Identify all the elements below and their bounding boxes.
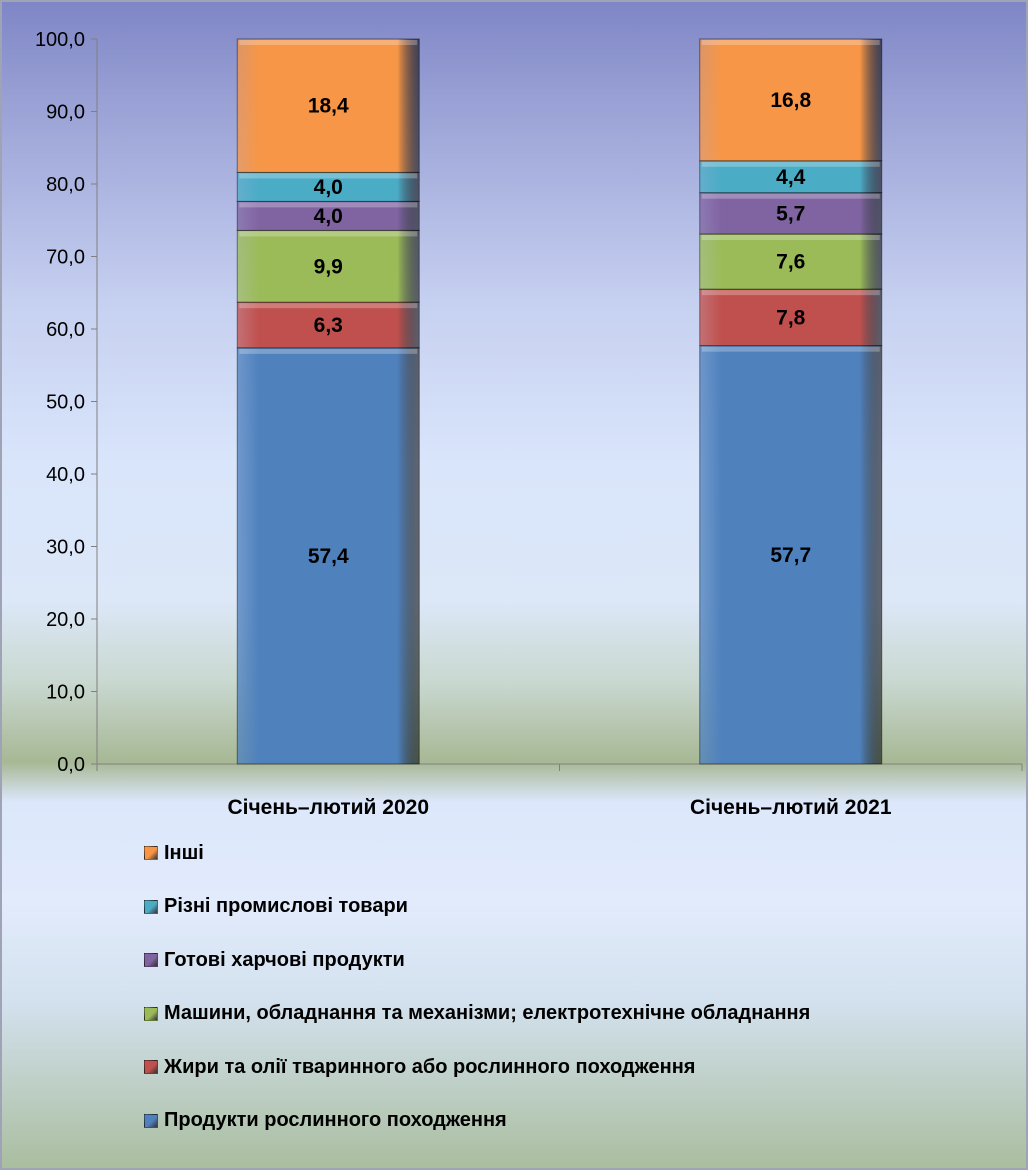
bar-segment-highlight bbox=[701, 290, 880, 296]
data-label: 6,3 bbox=[314, 314, 343, 337]
legend-label: Інші bbox=[164, 841, 204, 864]
data-label: 57,7 bbox=[770, 544, 811, 567]
bar-segment bbox=[699, 233, 883, 290]
legend-label: Різні промислові товари bbox=[164, 895, 408, 917]
legend-swatch bbox=[144, 953, 158, 967]
bar-segment-highlight bbox=[701, 235, 880, 241]
y-tick-label: 30,0 bbox=[46, 537, 85, 559]
legend-label: Машини, обладнання та механізми; електро… bbox=[164, 1002, 811, 1024]
legend-swatch bbox=[144, 1113, 158, 1128]
stacked-bar-chart: 0,0 10,0 20,0 30,0 40,0 50,0 60,0 70,0 80,0 90,0 1… bbox=[35, 29, 1023, 819]
bar-segment bbox=[236, 200, 420, 231]
bar-segment-highlight bbox=[701, 193, 880, 199]
bar-segment-highlight bbox=[239, 202, 418, 208]
bar-segment-highlight bbox=[239, 40, 418, 45]
bar-segment bbox=[236, 229, 420, 303]
legend-swatch bbox=[144, 899, 158, 914]
bar-segment-highlight bbox=[701, 40, 880, 45]
bar-segment bbox=[699, 345, 883, 765]
bar-segment bbox=[236, 347, 420, 765]
y-tick-label: 50,0 bbox=[46, 392, 85, 414]
bar-segment-highlight bbox=[239, 231, 418, 237]
y-tick-label: 80,0 bbox=[46, 174, 85, 196]
legend-item: Готові харчові продукти bbox=[144, 947, 405, 973]
data-label: 9,9 bbox=[314, 255, 343, 278]
y-tick-label: 0,0 bbox=[57, 754, 85, 776]
legend-item: Продукти рослинного походження bbox=[144, 1108, 507, 1134]
bar-segment bbox=[699, 192, 883, 235]
x-category-label: Січень–лютий 2020 bbox=[227, 796, 429, 819]
data-label: 57,4 bbox=[308, 545, 349, 568]
y-tick-label: 20,0 bbox=[46, 609, 85, 631]
y-tick-label: 40,0 bbox=[46, 464, 85, 486]
legend-item: Машини, обладнання та механізми; електро… bbox=[144, 1001, 810, 1027]
legend-item: Різні промислові товари bbox=[144, 894, 408, 920]
data-label: 5,7 bbox=[776, 202, 805, 225]
data-label: 4,0 bbox=[314, 205, 343, 228]
data-label: 7,6 bbox=[776, 251, 805, 274]
y-tick-label: 70,0 bbox=[46, 247, 85, 269]
bar-segment-highlight bbox=[239, 303, 418, 309]
legend-label: Жири та олії тваринного або рослинного п… bbox=[164, 1055, 696, 1078]
data-label: 4,0 bbox=[314, 176, 343, 199]
bar-segment-highlight bbox=[701, 161, 880, 167]
data-label: 16,8 bbox=[770, 89, 811, 112]
bar-segment-highlight bbox=[239, 173, 418, 179]
legend-item: Інші bbox=[144, 840, 204, 866]
bar-segment bbox=[236, 38, 420, 173]
bar-segment bbox=[699, 160, 883, 194]
bar-segment-highlight bbox=[239, 348, 418, 354]
y-tick-label: 90,0 bbox=[46, 102, 85, 124]
bar-segment bbox=[236, 171, 420, 202]
legend-label: Готові харчові продукти bbox=[164, 948, 405, 971]
x-category-label: Січень–лютий 2021 bbox=[690, 796, 892, 819]
bar-segment bbox=[699, 288, 883, 347]
y-tick-label: 100,0 bbox=[35, 29, 85, 51]
y-tick-label: 10,0 bbox=[46, 682, 85, 704]
legend-label: Продукти рослинного походження bbox=[164, 1109, 507, 1131]
bar-segment-highlight bbox=[701, 346, 880, 352]
data-label: 4,4 bbox=[776, 166, 806, 189]
legend-swatch bbox=[144, 1060, 158, 1074]
legend-swatch bbox=[144, 846, 158, 860]
legend-item: Жири та олії тваринного або рослинного п… bbox=[144, 1054, 695, 1080]
y-tick-label: 60,0 bbox=[46, 319, 85, 341]
bar-segment bbox=[699, 38, 883, 162]
bar-segment bbox=[236, 301, 420, 349]
data-label: 7,8 bbox=[776, 306, 806, 329]
data-label: 18,4 bbox=[308, 95, 349, 118]
legend-swatch bbox=[144, 1006, 158, 1021]
